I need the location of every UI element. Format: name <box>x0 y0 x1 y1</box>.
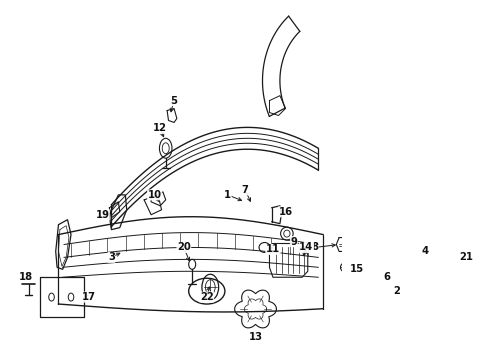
Text: 6: 6 <box>382 272 389 282</box>
Text: 22: 22 <box>200 292 213 302</box>
Text: 15: 15 <box>349 264 363 274</box>
Text: 5: 5 <box>170 96 177 105</box>
Text: 18: 18 <box>19 272 33 282</box>
Text: 17: 17 <box>81 292 95 302</box>
Text: 8: 8 <box>310 243 318 252</box>
Text: 12: 12 <box>153 123 167 134</box>
Text: 2: 2 <box>393 286 400 296</box>
Text: 11: 11 <box>265 244 280 255</box>
Text: 14: 14 <box>299 243 313 252</box>
Text: 16: 16 <box>278 207 292 217</box>
Text: 19: 19 <box>95 210 109 220</box>
Text: 20: 20 <box>177 243 190 252</box>
Text: 9: 9 <box>290 237 297 247</box>
Text: 4: 4 <box>420 247 427 256</box>
Text: 7: 7 <box>241 185 248 195</box>
Text: 3: 3 <box>108 252 115 262</box>
Text: 13: 13 <box>248 332 262 342</box>
Text: 1: 1 <box>224 190 231 200</box>
Text: 21: 21 <box>459 252 472 262</box>
Text: 10: 10 <box>147 190 161 200</box>
